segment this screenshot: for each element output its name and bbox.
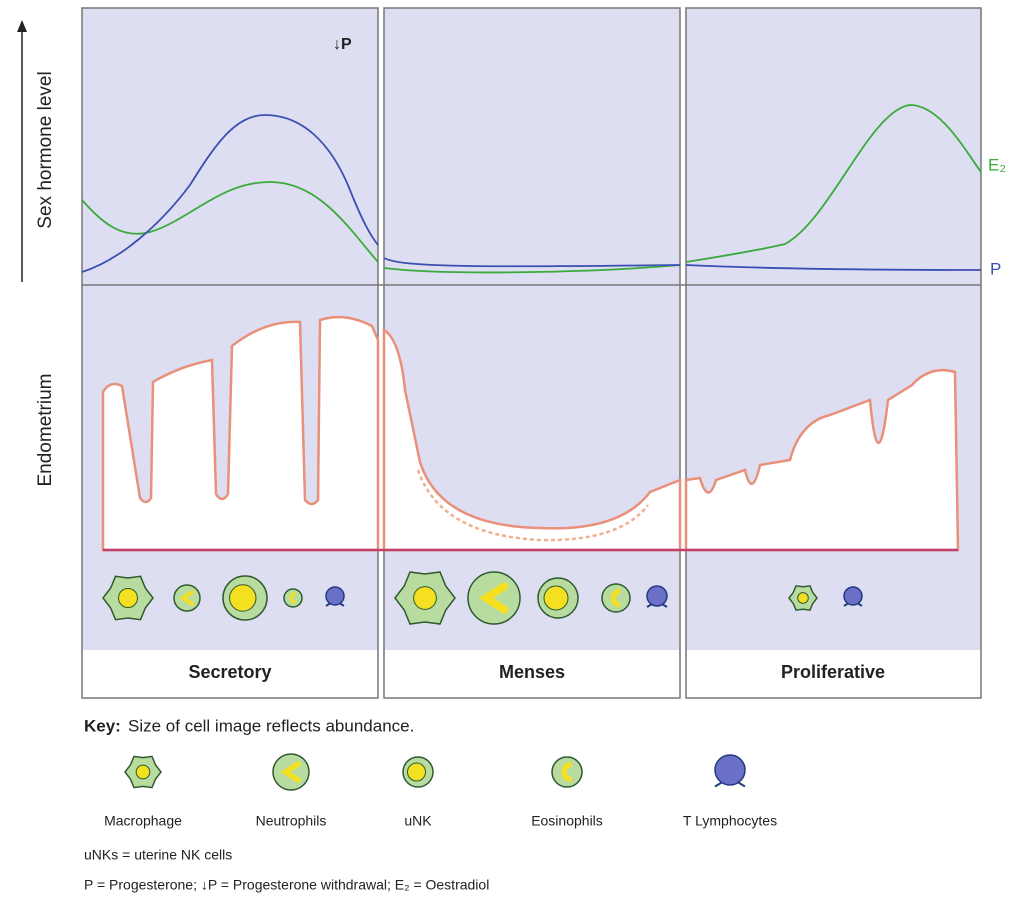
label-strip — [384, 650, 680, 698]
nucleus — [407, 762, 426, 782]
e2-curve — [81, 181, 379, 263]
p-curve — [685, 264, 982, 271]
neutrophil — [272, 753, 310, 791]
label-strip — [82, 650, 378, 698]
e2-curve — [685, 104, 982, 263]
nucleus — [797, 592, 809, 604]
legend-label: uNK — [404, 813, 432, 829]
phase-label: Menses — [499, 662, 565, 682]
legend-label: Macrophage — [104, 813, 182, 829]
cells — [102, 571, 863, 791]
menses-tissue — [382, 327, 682, 552]
p-curve — [383, 257, 681, 268]
panel-bg — [384, 8, 680, 650]
p-curve — [81, 114, 379, 273]
note: uNKs = uterine NK cells — [84, 847, 232, 863]
nucleus — [118, 588, 138, 608]
y-label: Endometrium — [35, 374, 56, 487]
eosinophil — [601, 583, 631, 613]
nucleus — [543, 585, 569, 611]
neutrophil — [467, 571, 521, 625]
panels — [81, 7, 982, 699]
nucleus — [289, 591, 296, 605]
arrow-head — [17, 20, 27, 32]
y-label: Sex hormone level — [35, 71, 56, 228]
hormone-curves — [81, 104, 982, 274]
p-label: P — [990, 259, 1001, 278]
secretory-tissue — [101, 315, 380, 552]
neutrophil — [173, 584, 201, 612]
eosinophil — [551, 756, 583, 788]
legend-label: T Lymphocytes — [683, 813, 777, 829]
e2-curve — [383, 264, 681, 274]
nucleus — [229, 584, 257, 612]
t-lymphocyte — [325, 586, 345, 606]
key-text: Size of cell image reflects abundance. — [128, 716, 414, 735]
label-strip — [686, 650, 981, 698]
proliferative-tissue — [684, 368, 960, 552]
panel-bg — [686, 8, 981, 650]
nucleus — [610, 588, 621, 608]
panel-border — [685, 7, 982, 699]
legend-label: Neutrophils — [256, 813, 327, 829]
t-lymphocyte — [714, 754, 746, 786]
nucleus — [135, 764, 151, 780]
nucleus — [280, 761, 301, 783]
endometrium — [101, 315, 960, 552]
key-title: Key: — [84, 716, 121, 735]
t-lymphocyte — [843, 586, 863, 606]
eosinophil — [283, 588, 303, 608]
phase-label: Secretory — [188, 662, 271, 682]
legend-label: Eosinophils — [531, 813, 603, 829]
withdrawal-label: ↓P — [333, 36, 352, 53]
nucleus — [413, 586, 437, 610]
t-lymphocyte — [646, 585, 668, 607]
shedding — [416, 469, 649, 542]
nucleus — [179, 590, 195, 606]
phase-label: Proliferative — [781, 662, 885, 682]
nucleus — [561, 761, 572, 783]
note: P = Progesterone; ↓P = Progesterone with… — [84, 877, 489, 893]
e2-label: E₂ — [988, 155, 1006, 174]
nucleus — [478, 582, 509, 614]
